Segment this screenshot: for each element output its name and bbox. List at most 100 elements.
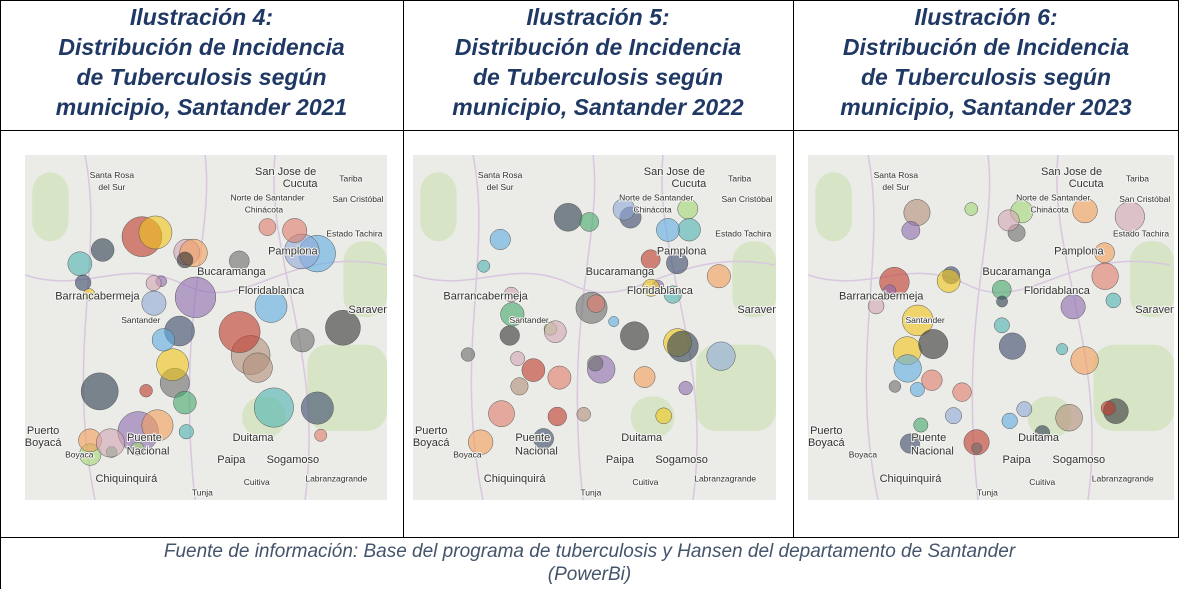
bubble bbox=[587, 295, 605, 313]
map-label: Labranzagrande bbox=[1092, 474, 1154, 484]
map-label: Santander bbox=[906, 315, 945, 325]
map-label: Saraven bbox=[737, 304, 776, 316]
bubble bbox=[634, 367, 655, 388]
bubble bbox=[902, 221, 920, 239]
bubble bbox=[998, 210, 1019, 231]
bubble bbox=[500, 326, 520, 346]
bubble bbox=[301, 392, 333, 424]
map-label: Duitama bbox=[1018, 432, 1060, 444]
bubble bbox=[291, 329, 314, 352]
map-label: Chiquinquirá bbox=[95, 473, 158, 485]
bubble bbox=[707, 265, 730, 288]
map-label: Cucuta bbox=[671, 178, 707, 190]
bubble bbox=[146, 275, 161, 290]
map-label: Tariba bbox=[339, 173, 362, 183]
map-label: Nacional bbox=[127, 446, 170, 458]
bubble bbox=[894, 355, 922, 383]
bubble bbox=[548, 366, 571, 389]
map-label: Cuitiva bbox=[632, 477, 658, 487]
map-label: Boyacá bbox=[808, 437, 846, 449]
map-label: Duitama bbox=[233, 432, 275, 444]
map-label: Labranzagrande bbox=[694, 474, 756, 484]
map-label: del Sur bbox=[487, 182, 514, 192]
map-label: Boyaca bbox=[453, 449, 482, 459]
bubble bbox=[96, 429, 124, 457]
map-label: Bucaramanga bbox=[586, 266, 655, 278]
map-label: Puerto bbox=[27, 425, 59, 437]
map-label: Nacional bbox=[911, 446, 954, 458]
bubble bbox=[1056, 404, 1083, 431]
bubble bbox=[315, 429, 327, 441]
map-label: Boyaca bbox=[849, 449, 878, 459]
bubble bbox=[667, 331, 698, 362]
map-label: San Jose de bbox=[1041, 166, 1102, 178]
bubble bbox=[254, 388, 293, 427]
map-label: Puente bbox=[127, 432, 162, 444]
bubble bbox=[1071, 347, 1099, 375]
map-label: Paipa bbox=[217, 454, 246, 466]
bubble bbox=[243, 353, 273, 383]
map-label: San Cristóbal bbox=[333, 194, 384, 204]
bubble bbox=[461, 348, 475, 362]
map-label: Puerto bbox=[810, 425, 842, 437]
map-label: Santander bbox=[510, 315, 549, 325]
bubble bbox=[656, 218, 679, 241]
map-label: Barrancabermeja bbox=[55, 290, 140, 302]
bubble bbox=[175, 277, 216, 318]
map-label: Cuitiva bbox=[244, 477, 270, 487]
table-border bbox=[0, 0, 1179, 1]
map-label: Estado Tachira bbox=[715, 229, 771, 239]
bubble bbox=[580, 213, 599, 232]
map-label: del Sur bbox=[882, 182, 909, 192]
bubble bbox=[478, 260, 490, 272]
bubble bbox=[994, 318, 1009, 333]
source-line: Fuente de información: Base del programa… bbox=[0, 540, 1179, 563]
bubble bbox=[554, 203, 582, 231]
map-label: Estado Tachira bbox=[1113, 229, 1169, 239]
caption-line: de Tuberculosis según bbox=[403, 62, 793, 92]
bubble bbox=[91, 239, 114, 262]
caption-line: Distribución de Incidencia bbox=[0, 32, 403, 62]
bubble bbox=[1092, 263, 1119, 290]
caption-line: de Tuberculosis según bbox=[793, 62, 1179, 92]
terrain bbox=[420, 172, 456, 241]
map-label: Cuitiva bbox=[1029, 477, 1055, 487]
map-label: Floridablanca bbox=[238, 285, 305, 297]
table-border bbox=[0, 537, 1179, 538]
bubble bbox=[1056, 343, 1067, 354]
bubble bbox=[177, 252, 193, 268]
map-label: Norte de Santander bbox=[619, 192, 693, 202]
map-label: Cucuta bbox=[1069, 178, 1105, 190]
bubble bbox=[1061, 295, 1085, 319]
map-label: Labranzagrande bbox=[305, 474, 367, 484]
source-line: (PowerBi) bbox=[0, 563, 1179, 586]
bubble bbox=[922, 370, 943, 391]
map-label: Barrancabermeja bbox=[443, 290, 528, 302]
bubble bbox=[588, 356, 604, 372]
bubble bbox=[656, 408, 672, 424]
map-label: Boyacá bbox=[25, 437, 62, 449]
caption-line: municipio, Santander 2023 bbox=[793, 92, 1179, 122]
bubble bbox=[1115, 202, 1145, 232]
bubble bbox=[620, 322, 648, 350]
map-label: Boyacá bbox=[413, 437, 450, 449]
bubble bbox=[679, 381, 693, 395]
map-label: Puerto bbox=[415, 425, 447, 437]
map-label: Floridablanca bbox=[1024, 285, 1091, 297]
map-label: Santa Rosa bbox=[478, 170, 523, 180]
map-label: Saraven bbox=[1135, 304, 1174, 316]
map-background bbox=[413, 155, 776, 500]
map-label: Bucaramanga bbox=[197, 266, 266, 278]
caption-line: Ilustración 4: bbox=[0, 2, 403, 32]
bubble bbox=[1101, 401, 1115, 415]
caption-line: Ilustración 6: bbox=[793, 2, 1179, 32]
caption-line: municipio, Santander 2022 bbox=[403, 92, 793, 122]
caption-line: de Tuberculosis según bbox=[0, 62, 403, 92]
bubble bbox=[511, 378, 528, 395]
bubble bbox=[173, 391, 196, 414]
map-label: del Sur bbox=[98, 182, 125, 192]
map-label: Tariba bbox=[728, 173, 751, 183]
map-label: Pamplona bbox=[1054, 246, 1104, 258]
bubble bbox=[1106, 293, 1121, 308]
